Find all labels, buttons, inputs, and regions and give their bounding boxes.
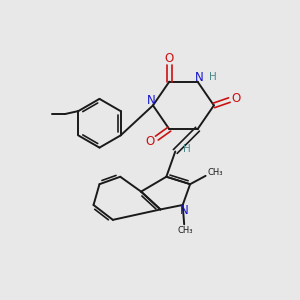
Text: O: O bbox=[231, 92, 241, 105]
Text: H: H bbox=[183, 144, 190, 154]
Text: CH₃: CH₃ bbox=[178, 226, 194, 235]
Text: N: N bbox=[180, 204, 189, 218]
Text: N: N bbox=[195, 71, 203, 84]
Text: H: H bbox=[209, 72, 217, 82]
Text: O: O bbox=[165, 52, 174, 65]
Text: O: O bbox=[146, 135, 155, 148]
Text: N: N bbox=[147, 94, 156, 107]
Text: CH₃: CH₃ bbox=[207, 168, 223, 177]
